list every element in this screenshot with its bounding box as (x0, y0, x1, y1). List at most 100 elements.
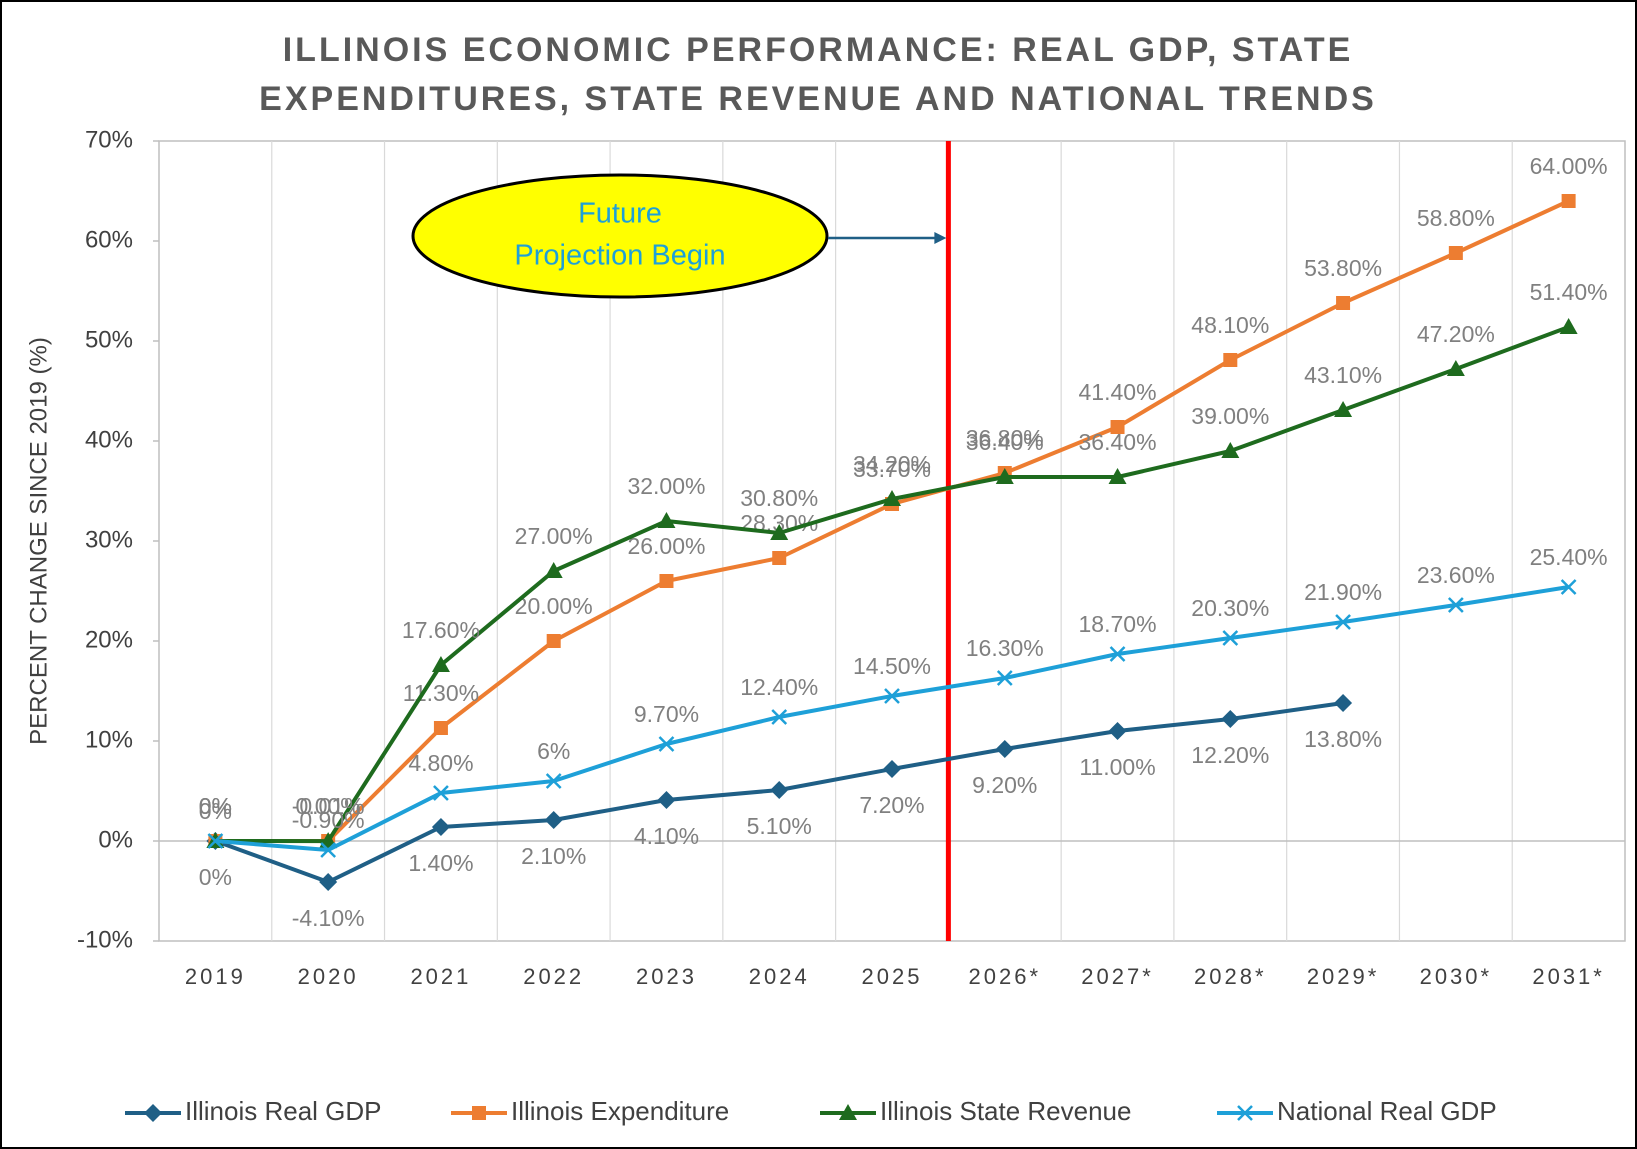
y-axis-label: PERCENT CHANGE SINCE 2019 (%) (25, 337, 52, 745)
data-label: 16.30% (966, 635, 1044, 661)
data-label: -0.90% (292, 807, 365, 833)
legend-item: Illinois Real GDP (125, 1096, 382, 1126)
marker (770, 524, 789, 540)
data-label: -4.10% (292, 905, 365, 931)
marker (1561, 194, 1576, 208)
data-label: 27.00% (515, 523, 593, 549)
marker (1559, 318, 1578, 334)
marker (431, 656, 450, 672)
marker (996, 670, 1013, 686)
marker (995, 468, 1014, 484)
marker (1221, 442, 1240, 458)
chart-title: EXPENDITURES, STATE REVENUE AND NATIONAL… (259, 80, 1377, 118)
x-tick-label: 2024 (749, 964, 810, 989)
data-label: 53.80% (1304, 255, 1382, 281)
marker (1446, 360, 1465, 376)
y-tick-label: 50% (85, 326, 133, 353)
marker (839, 1104, 857, 1120)
x-tick-label: 2023 (636, 964, 697, 989)
y-tick-label: 70% (85, 126, 133, 153)
marker (1108, 722, 1127, 740)
annotation-text: Future (578, 198, 662, 230)
legend-item: Illinois State Revenue (820, 1096, 1131, 1126)
marker (658, 736, 675, 752)
marker (657, 512, 676, 528)
annotation-bubble (411, 173, 829, 299)
marker (1336, 296, 1351, 310)
marker (1448, 246, 1463, 260)
x-tick-label: 2022 (523, 964, 584, 989)
chart-title: ILLINOIS ECONOMIC PERFORMANCE: REAL GDP,… (283, 31, 1354, 69)
x-tick-label: 2020 (298, 964, 359, 989)
marker (1108, 468, 1127, 484)
marker (1335, 614, 1351, 630)
x-tick-label: 2025 (862, 964, 923, 989)
marker (1109, 646, 1126, 662)
data-label: 12.20% (1191, 742, 1269, 768)
data-label: 0% (199, 793, 232, 819)
data-label: 58.80% (1417, 205, 1495, 231)
data-label: 41.40% (1079, 379, 1157, 405)
marker (207, 833, 224, 849)
data-label: 47.20% (1417, 321, 1495, 347)
data-label: 9.70% (634, 701, 699, 727)
data-label: 2.10% (521, 843, 586, 869)
marker (1447, 597, 1464, 613)
data-label: 9.20% (972, 772, 1037, 798)
x-tick-label: 2031* (1532, 964, 1605, 989)
data-label: 11.00% (1079, 754, 1155, 780)
marker (433, 721, 448, 735)
data-label: 33.70% (853, 456, 931, 482)
marker (319, 873, 338, 891)
marker (770, 781, 789, 799)
x-tick-label: 2021 (410, 964, 471, 989)
data-label: 0% (199, 798, 232, 824)
marker (472, 1106, 486, 1120)
data-label: 4.10% (634, 823, 699, 849)
marker (659, 574, 674, 588)
data-label: 13.80% (1304, 726, 1382, 752)
x-tick-label: 2019 (185, 964, 246, 989)
x-tick-label: 2028* (1194, 964, 1267, 989)
x-tick-label: 2027* (1081, 964, 1154, 989)
data-label: 30.80% (740, 485, 818, 511)
data-label: 0% (199, 793, 232, 819)
marker (144, 1104, 162, 1122)
data-label: 7.20% (859, 792, 924, 818)
data-label: 25.40% (1530, 544, 1608, 570)
data-label: 20.00% (515, 593, 593, 619)
marker (1334, 694, 1353, 712)
data-label: 36.80% (966, 425, 1044, 451)
legend-label: National Real GDP (1277, 1096, 1497, 1126)
data-label: 20.30% (1191, 595, 1269, 621)
data-label: 21.90% (1304, 579, 1382, 605)
data-label: 1.40% (408, 850, 473, 876)
data-label: 11.30% (403, 680, 479, 706)
legend-label: Illinois Expenditure (511, 1096, 729, 1126)
x-tick-label: 2030* (1420, 964, 1493, 989)
marker (771, 709, 788, 725)
marker (545, 773, 562, 789)
x-tick-label: 2026* (969, 964, 1042, 989)
data-label: 64.00% (1530, 153, 1608, 179)
marker (433, 785, 449, 801)
marker (431, 818, 450, 836)
x-tick-label: 2029* (1307, 964, 1380, 989)
data-label: 4.80% (408, 750, 473, 776)
marker (1237, 1105, 1253, 1121)
data-label: 18.70% (1079, 611, 1157, 637)
marker (772, 551, 787, 565)
data-label: 17.60% (402, 617, 480, 643)
marker (546, 634, 561, 648)
data-label: 34.20% (853, 451, 931, 477)
marker (883, 760, 901, 778)
data-label: 26.00% (627, 533, 705, 559)
data-label: 48.10% (1191, 312, 1269, 338)
marker (320, 842, 337, 858)
arrow-head (934, 232, 947, 244)
y-tick-label: 40% (85, 426, 133, 453)
data-label: 23.60% (1417, 562, 1495, 588)
marker (1222, 630, 1239, 646)
